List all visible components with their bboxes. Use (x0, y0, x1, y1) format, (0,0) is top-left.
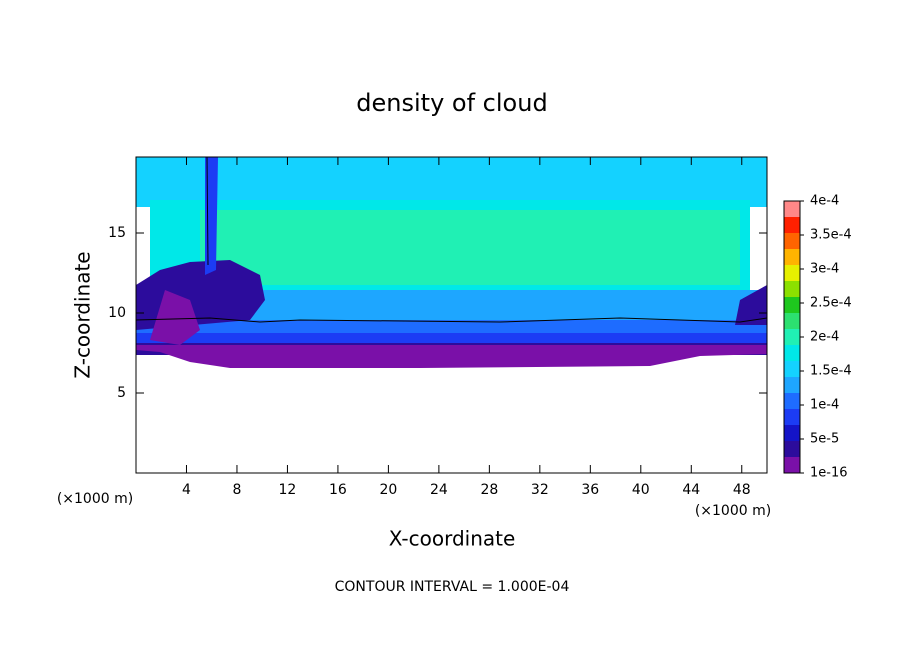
field-band (200, 210, 740, 285)
y-tick-label: 5 (117, 385, 126, 401)
colorbar-tick-label: 5e-5 (810, 432, 839, 447)
colorbar-band (784, 361, 800, 377)
field-band (136, 157, 767, 207)
x-tick-label: 40 (632, 482, 650, 498)
colorbar-band (784, 377, 800, 393)
colorbar-band (784, 249, 800, 265)
colorbar-band (784, 441, 800, 457)
colorbar-band (784, 201, 800, 217)
colorbar-tick-label: 1e-4 (810, 398, 839, 413)
colorbar-band (784, 265, 800, 281)
colorbar-band (784, 409, 800, 425)
colorbar-tick-label: 4e-4 (810, 194, 839, 209)
x-tick-label: 48 (733, 482, 751, 498)
x-tick-label: 20 (379, 482, 397, 498)
colorbar-band (784, 393, 800, 409)
colorbar-band (784, 233, 800, 249)
colorbar-tick-label: 2.5e-4 (810, 296, 852, 311)
contour-line (206, 156, 209, 266)
colorbar-band (784, 425, 800, 441)
chart-title: density of cloud (356, 89, 547, 117)
field-band (735, 285, 767, 325)
y-tick-label: 15 (108, 225, 126, 241)
annotation: CONTOUR INTERVAL = 1.000E-04 (335, 579, 570, 595)
x-tick-label: 28 (480, 482, 498, 498)
x-tick-label: 8 (232, 482, 241, 498)
contour-line (135, 317, 768, 323)
field-band (136, 345, 767, 368)
x-tick-label: 44 (682, 482, 700, 498)
colorbar-band (784, 297, 800, 313)
y-axis-label: Z-coordinate (71, 251, 95, 378)
colorbar-tick-label: 3e-4 (810, 262, 839, 277)
colorbar-band (784, 345, 800, 361)
x-unit-label: (×1000 m) (695, 503, 771, 519)
field (135, 156, 768, 368)
x-tick-label: 36 (581, 482, 599, 498)
field-band (136, 333, 767, 345)
colorbar-tick-label: 1.5e-4 (810, 364, 852, 379)
x-tick-label: 4 (182, 482, 191, 498)
colorbar-band (784, 281, 800, 297)
x-axis-label: X-coordinate (389, 527, 516, 551)
y-tick-label: 10 (108, 305, 126, 321)
colorbar-band (784, 329, 800, 345)
x-tick-label: 12 (279, 482, 297, 498)
x-tick-label: 16 (329, 482, 347, 498)
colorbar-band (784, 217, 800, 233)
field-band (136, 320, 767, 335)
colorbar-band (784, 313, 800, 329)
x-tick-label: 32 (531, 482, 549, 498)
x-unit-label: (×1000 m) (57, 491, 133, 507)
colorbar-tick-label: 1e-16 (810, 466, 848, 481)
colorbar-band (784, 457, 800, 473)
x-tick-label: 24 (430, 482, 448, 498)
plot-frame (135, 156, 768, 474)
colorbar-tick-label: 2e-4 (810, 330, 839, 345)
colorbar-tick-label: 3.5e-4 (810, 228, 852, 243)
field-band (150, 290, 200, 345)
